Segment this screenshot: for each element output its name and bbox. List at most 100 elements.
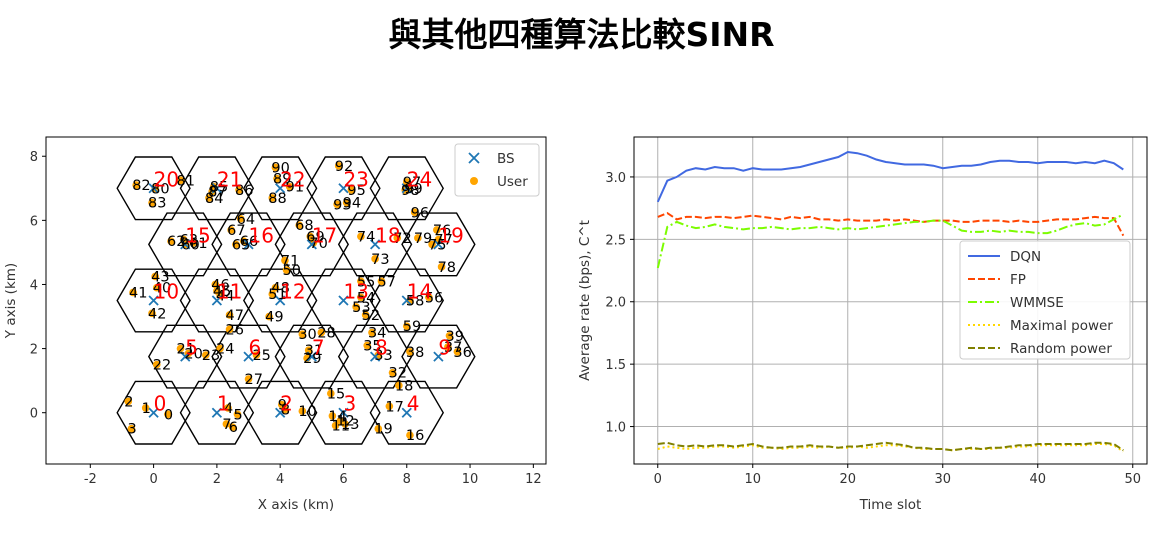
user-point xyxy=(363,341,372,350)
user-label: 58 xyxy=(406,294,424,310)
x-tick-label: 12 xyxy=(525,472,542,487)
bs-marker xyxy=(180,351,191,362)
user-point xyxy=(393,234,402,242)
user-point xyxy=(224,404,232,412)
user-point xyxy=(205,194,213,202)
plot-frame xyxy=(45,136,547,465)
x-tick-label: 2 xyxy=(213,472,221,487)
cell-hexagon xyxy=(116,380,191,445)
user-point xyxy=(232,240,240,249)
legend-label: FP xyxy=(1010,272,1026,288)
user-point xyxy=(295,221,303,229)
user-label: 0 xyxy=(164,407,173,423)
cell-hexagon xyxy=(401,324,476,389)
bs-marker xyxy=(148,183,159,194)
user-label: 82 xyxy=(132,178,150,194)
user-label: 33 xyxy=(374,348,392,364)
user-point xyxy=(334,162,343,170)
legend-box xyxy=(959,240,1131,360)
user-label: 3 xyxy=(127,422,136,438)
user-point xyxy=(304,346,313,354)
user-point xyxy=(445,331,454,340)
user-label: 97 xyxy=(403,175,421,191)
bs-marker xyxy=(433,351,444,362)
user-label: 36 xyxy=(453,345,471,361)
user-label: 73 xyxy=(371,252,389,268)
cell-hexagon xyxy=(274,212,350,277)
cell-hexagon xyxy=(337,324,413,389)
user-label: 19 xyxy=(374,422,392,438)
cell-hexagon xyxy=(306,268,381,333)
user-label: 30 xyxy=(298,327,316,343)
bs-marker xyxy=(369,239,381,250)
bs-label: 4 xyxy=(407,392,420,416)
bs-label: 8 xyxy=(375,336,388,360)
cell-hexagon xyxy=(147,212,223,277)
user-label: 53 xyxy=(352,300,370,316)
user-point xyxy=(331,421,340,430)
bs-label: 19 xyxy=(438,223,463,247)
user-point xyxy=(252,351,261,359)
legend: BS User xyxy=(454,143,540,197)
user-point xyxy=(228,423,237,431)
user-point xyxy=(189,238,197,247)
user-label: 49 xyxy=(265,310,283,326)
user-label: 77 xyxy=(434,233,452,249)
user-point xyxy=(388,368,397,377)
x-tick-label: 10 xyxy=(462,472,479,487)
y-tick-label: 2 xyxy=(30,343,38,358)
bs-marker xyxy=(338,183,349,194)
bs-marker xyxy=(148,407,159,418)
x-tick-label: 40 xyxy=(1029,472,1046,487)
bs-marker xyxy=(211,295,223,306)
user-point xyxy=(208,187,216,196)
user-label: 79 xyxy=(414,231,432,247)
user-point xyxy=(148,198,156,207)
bs-label: 7 xyxy=(312,336,325,360)
user-point xyxy=(306,232,315,241)
user-label: 94 xyxy=(343,196,361,212)
y-axis-label: Y axis (km) xyxy=(3,263,19,339)
user-point xyxy=(216,344,224,353)
bs-label: 16 xyxy=(249,223,274,247)
average-rate-chart: 0 10 20 30 40 50 1.0 1.5 2.0 2.5 3.0 Time slot Avera… xyxy=(577,136,1148,513)
user-point xyxy=(167,237,175,245)
user-label: 86 xyxy=(235,183,253,199)
user-label: 11 xyxy=(332,419,350,435)
bs-label: 10 xyxy=(154,280,179,304)
user-label: 60 xyxy=(181,237,199,253)
user-label: 69 xyxy=(306,229,324,245)
user-label: 37 xyxy=(444,340,462,356)
user-label: 27 xyxy=(245,372,263,388)
cell-hexagon xyxy=(274,324,350,389)
bs-marker xyxy=(211,407,223,418)
user-label: 96 xyxy=(411,205,429,221)
x-tick-label: 6 xyxy=(339,472,347,487)
cell-hexagon xyxy=(242,156,318,221)
user-point xyxy=(342,198,351,207)
user-label: 66 xyxy=(240,234,258,250)
user-point xyxy=(406,347,414,356)
cell-hexagon xyxy=(306,380,381,445)
y-tick-label: 3.0 xyxy=(605,171,626,186)
user-label: 10 xyxy=(298,404,316,420)
user-label: 59 xyxy=(403,319,421,335)
user-point xyxy=(176,176,185,185)
user-label: 72 xyxy=(393,231,411,247)
cell-hexagon xyxy=(179,380,255,445)
legend-label: Maximal power xyxy=(1010,318,1113,334)
legend-label: Random power xyxy=(1010,341,1112,357)
user-label: 92 xyxy=(335,159,353,175)
user-point xyxy=(414,234,422,242)
x-axis-label: Time slot xyxy=(859,497,922,513)
user-point xyxy=(374,424,383,433)
cell-hexagon xyxy=(242,380,318,445)
user-point xyxy=(151,272,159,281)
bs-label: 2 xyxy=(280,392,293,416)
series-line xyxy=(657,443,1124,453)
bs-marker xyxy=(338,295,349,306)
bs-label: 15 xyxy=(185,223,210,247)
user-point xyxy=(176,344,185,353)
user-label: 29 xyxy=(303,351,321,367)
